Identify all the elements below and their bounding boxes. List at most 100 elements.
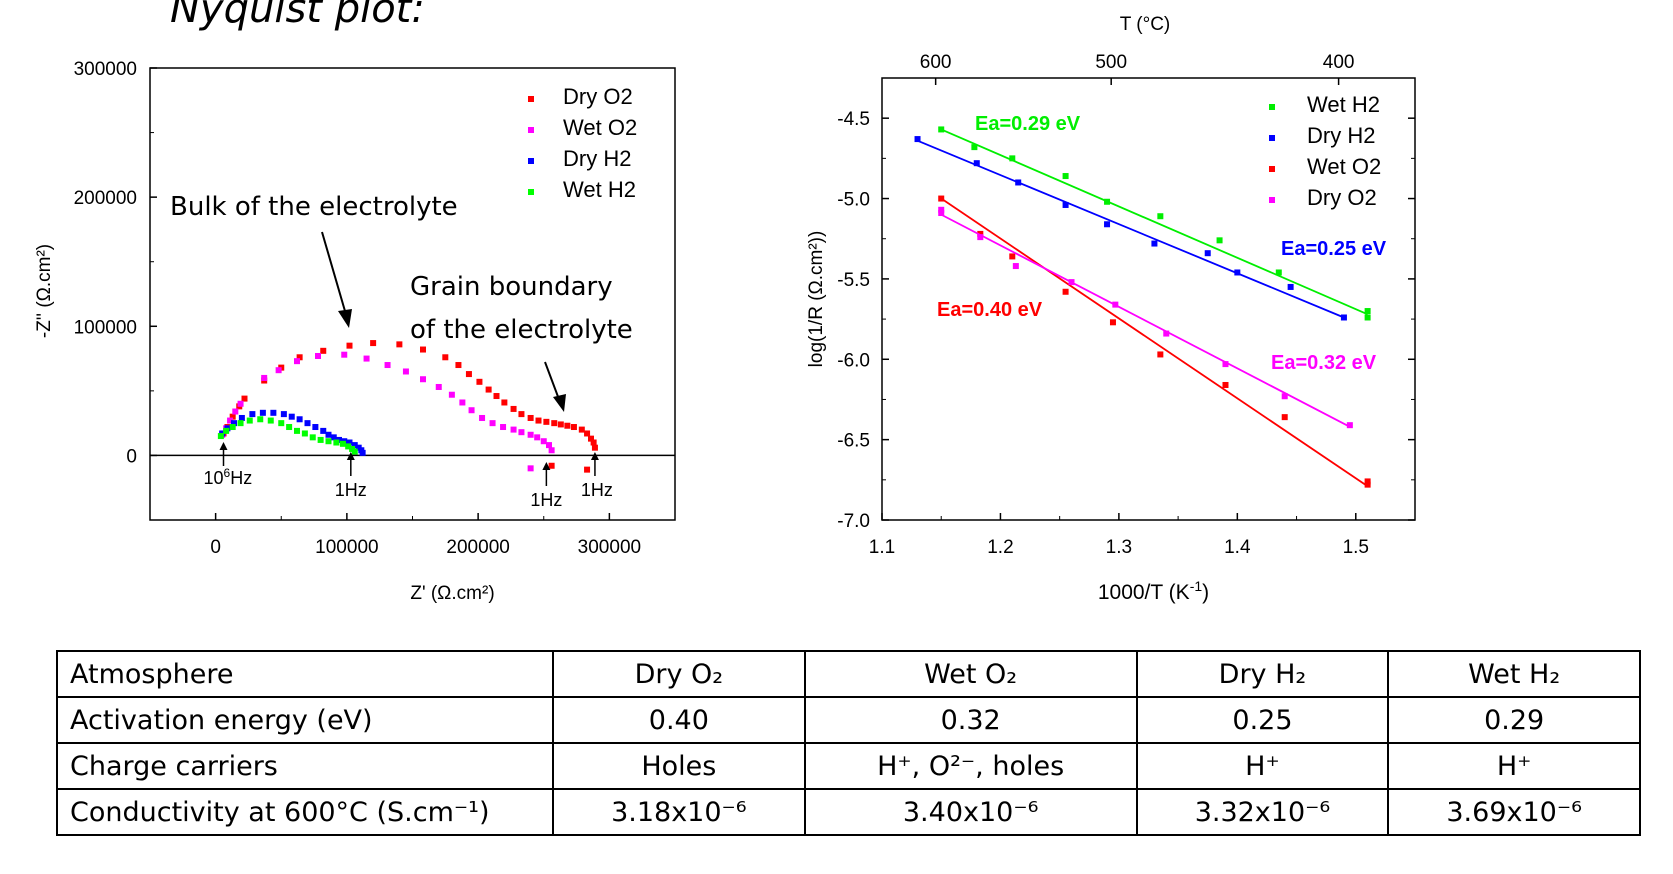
point-dry-h2 — [238, 414, 245, 421]
point-dry-o2 — [493, 393, 500, 400]
point-wet-o2 — [384, 362, 391, 369]
legend-marker-wet-o2 — [528, 127, 534, 133]
legend-label-wet-o2: Wet O2 — [1307, 154, 1381, 179]
point-dry-h2 — [280, 411, 287, 418]
point-dry-h2 — [1340, 314, 1347, 321]
x-axis-label: 1000/T (K-1) — [1098, 578, 1209, 604]
legend-marker-dry-h2 — [1269, 135, 1275, 141]
y-tick-label: -4.5 — [837, 109, 870, 130]
point-wet-h2 — [345, 443, 352, 450]
arrow-gb — [544, 361, 561, 403]
point-wet-h2 — [1275, 269, 1282, 276]
point-dry-o2 — [396, 341, 403, 348]
fit-line-dry-o2 — [940, 213, 1351, 428]
point-wet-o2 — [1281, 414, 1288, 421]
point-wet-o2 — [232, 408, 239, 415]
point-wet-o2 — [548, 447, 555, 454]
table-cell: Wet H₂ — [1387, 650, 1641, 698]
point-wet-o2 — [459, 399, 466, 406]
page-heading: Nyquist plot: — [170, 0, 425, 32]
point-dry-o2 — [1068, 279, 1075, 286]
freq-arrow-1hz-wet-o2-head — [542, 462, 551, 470]
freq-exponent: 6 — [224, 466, 231, 480]
point-wet-o2 — [534, 434, 541, 441]
point-dry-o2 — [455, 362, 462, 369]
arrow-bulk — [321, 231, 348, 319]
row-label: Atmosphere — [56, 650, 554, 698]
table-cell: 0.25 — [1135, 696, 1390, 744]
point-wet-h2 — [1364, 314, 1371, 321]
point-dry-h2 — [1287, 283, 1294, 290]
point-dry-o2 — [938, 210, 945, 217]
point-wet-h2 — [971, 144, 978, 151]
point-wet-h2 — [278, 420, 285, 427]
point-wet-h2 — [257, 416, 264, 423]
table-cell: H⁺ — [1135, 742, 1390, 790]
point-wet-h2 — [938, 126, 945, 133]
arrow-head-gb — [553, 394, 566, 412]
point-wet-o2 — [420, 376, 426, 383]
table-cell: H⁺, O²⁻, holes — [803, 742, 1138, 790]
x-tick-label: 300000 — [578, 537, 641, 558]
point-dry-h2 — [259, 409, 266, 416]
point-dry-h2 — [325, 431, 332, 438]
point-dry-h2 — [346, 439, 353, 446]
point-dry-o2 — [370, 340, 377, 347]
point-dry-h2 — [231, 420, 237, 427]
point-wet-o2 — [1109, 319, 1116, 326]
table-cell: 3.18x10⁻⁶ — [552, 788, 806, 836]
row-atmosphere: Atmosphere Dry O₂ Wet O₂ Dry H₂ Wet H₂ — [56, 650, 1641, 698]
point-dry-h2 — [1151, 240, 1158, 247]
point-wet-h2 — [237, 420, 244, 427]
point-wet-o2 — [261, 374, 268, 381]
point-wet-o2 — [468, 407, 475, 414]
point-dry-h2 — [1062, 201, 1069, 208]
point-dry-o2 — [1281, 393, 1288, 400]
point-dry-o2 — [527, 414, 534, 421]
point-wet-o2 — [546, 442, 552, 449]
row-charge-carriers: Charge carriers Holes H⁺, O²⁻, holes H⁺ H⁺ — [56, 742, 1641, 790]
point-wet-o2 — [1157, 351, 1164, 358]
point-wet-o2 — [294, 358, 300, 365]
freq-label-1hz-h2: 1Hz — [335, 480, 367, 500]
point-dry-o2 — [548, 462, 555, 469]
point-wet-o2 — [237, 400, 244, 407]
point-dry-h2 — [249, 411, 256, 418]
y-tick-label: -6.0 — [837, 350, 870, 371]
y-axis-label: -Z'' (Ω.cm²) — [34, 244, 55, 338]
point-dry-o2 — [938, 206, 945, 213]
y-tick-label: -6.5 — [837, 431, 870, 452]
point-wet-o2 — [510, 426, 517, 433]
point-dry-o2 — [241, 395, 248, 402]
point-dry-h2 — [320, 427, 327, 434]
point-dry-o2 — [510, 405, 517, 412]
point-dry-o2 — [1112, 301, 1119, 308]
point-dry-o2 — [590, 439, 597, 446]
point-dry-h2 — [351, 442, 358, 449]
point-dry-h2 — [973, 160, 980, 167]
properties-table: Atmosphere Dry O₂ Wet O₂ Dry H₂ Wet H₂ Activa… — [56, 650, 1641, 836]
point-wet-h2 — [223, 427, 230, 434]
table-cell: 3.69x10⁻⁶ — [1387, 788, 1641, 836]
point-wet-h2 — [217, 433, 224, 440]
table-cell: 3.32x10⁻⁶ — [1135, 788, 1390, 836]
point-wet-h2 — [1062, 173, 1069, 180]
y-tick-label: 300000 — [74, 59, 137, 80]
point-wet-o2 — [540, 438, 547, 445]
x-tick-label: 1.4 — [1224, 537, 1251, 558]
point-dry-o2 — [501, 399, 508, 406]
point-dry-o2 — [570, 424, 577, 431]
y-axis-label: log(1/R (Ω.cm²)) — [806, 231, 827, 368]
point-wet-h2 — [1009, 155, 1016, 162]
legend-label-wet-h2: Wet H2 — [563, 177, 636, 202]
point-dry-o2 — [476, 378, 483, 385]
row-label: Conductivity at 600°C (S.cm⁻¹) — [56, 788, 554, 836]
point-dry-o2 — [578, 426, 585, 433]
point-dry-h2 — [359, 449, 366, 456]
y-tick-label: 100000 — [74, 317, 137, 338]
annotation-gb-line1: Grain boundary — [410, 272, 613, 302]
point-dry-o2 — [588, 435, 594, 442]
point-wet-o2 — [479, 414, 486, 421]
point-dry-o2 — [1012, 263, 1019, 270]
point-dry-o2 — [1163, 330, 1170, 337]
